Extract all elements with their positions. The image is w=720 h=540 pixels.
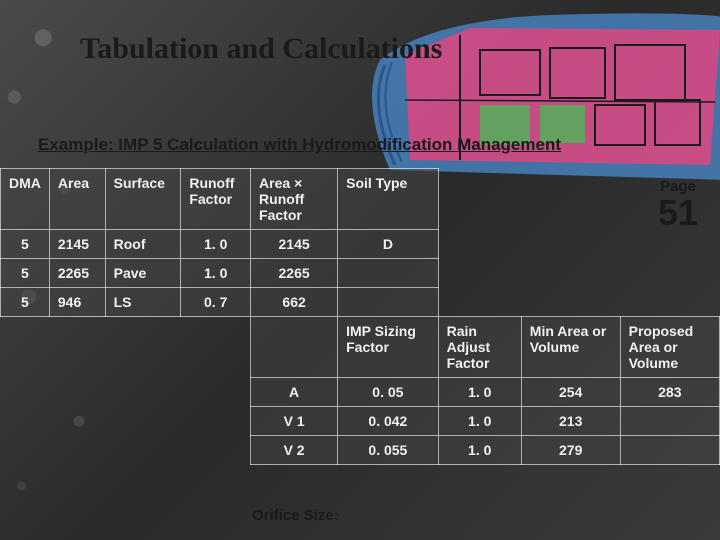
cell: 1. 0 bbox=[181, 230, 251, 259]
calculation-table: DMA Area Surface Runoff Factor Area × Ru… bbox=[0, 168, 720, 465]
cell bbox=[338, 288, 439, 317]
cell bbox=[620, 436, 719, 465]
cell: 1. 0 bbox=[181, 259, 251, 288]
orifice-size-label: Orifice Size: bbox=[252, 507, 339, 524]
cell: 279 bbox=[521, 436, 620, 465]
table-row: 5 2145 Roof 1. 0 2145 D bbox=[1, 230, 720, 259]
cell: 5 bbox=[1, 288, 50, 317]
cell: V 1 bbox=[251, 407, 338, 436]
cell: 2145 bbox=[251, 230, 338, 259]
cell: 283 bbox=[620, 378, 719, 407]
cell: 254 bbox=[521, 378, 620, 407]
cell: 5 bbox=[1, 259, 50, 288]
table-row: 5 946 LS 0. 7 662 bbox=[1, 288, 720, 317]
table-row: V 1 0. 042 1. 0 213 bbox=[1, 407, 720, 436]
cell bbox=[251, 317, 338, 378]
col-rain: Rain Adjust Factor bbox=[438, 317, 521, 378]
cell: 0. 042 bbox=[338, 407, 439, 436]
table-header-row: DMA Area Surface Runoff Factor Area × Ru… bbox=[1, 169, 720, 230]
slide-title: Tabulation and Calculations bbox=[80, 32, 442, 66]
cell: V 2 bbox=[251, 436, 338, 465]
cell bbox=[620, 407, 719, 436]
cell: 1. 0 bbox=[438, 378, 521, 407]
cell: 2145 bbox=[49, 230, 105, 259]
table-row: A 0. 05 1. 0 254 283 bbox=[1, 378, 720, 407]
cell bbox=[338, 259, 439, 288]
cell: Roof bbox=[105, 230, 181, 259]
cell: 0. 05 bbox=[338, 378, 439, 407]
col-arf: Area × Runoff Factor bbox=[251, 169, 338, 230]
cell: 2265 bbox=[49, 259, 105, 288]
site-map-graphic bbox=[350, 0, 720, 190]
cell: 946 bbox=[49, 288, 105, 317]
slide-subtitle: Example: IMP 5 Calculation with Hydromod… bbox=[38, 135, 561, 155]
cell: LS bbox=[105, 288, 181, 317]
col-imp: IMP Sizing Factor bbox=[338, 317, 439, 378]
col-soil: Soil Type bbox=[338, 169, 439, 230]
col-area: Area bbox=[49, 169, 105, 230]
table-row: 5 2265 Pave 1. 0 2265 bbox=[1, 259, 720, 288]
cell: A bbox=[251, 378, 338, 407]
cell: 1. 0 bbox=[438, 407, 521, 436]
col-rf: Runoff Factor bbox=[181, 169, 251, 230]
cell: Pave bbox=[105, 259, 181, 288]
col-min: Min Area or Volume bbox=[521, 317, 620, 378]
cell: 2265 bbox=[251, 259, 338, 288]
cell: 213 bbox=[521, 407, 620, 436]
table-row: V 2 0. 055 1. 0 279 bbox=[1, 436, 720, 465]
col-surface: Surface bbox=[105, 169, 181, 230]
cell: 0. 7 bbox=[181, 288, 251, 317]
col-dma: DMA bbox=[1, 169, 50, 230]
cell: 1. 0 bbox=[438, 436, 521, 465]
col-prop: Proposed Area or Volume bbox=[620, 317, 719, 378]
cell: 5 bbox=[1, 230, 50, 259]
cell: 0. 055 bbox=[338, 436, 439, 465]
table2-header-row: IMP Sizing Factor Rain Adjust Factor Min… bbox=[1, 317, 720, 378]
cell: D bbox=[338, 230, 439, 259]
cell: 662 bbox=[251, 288, 338, 317]
